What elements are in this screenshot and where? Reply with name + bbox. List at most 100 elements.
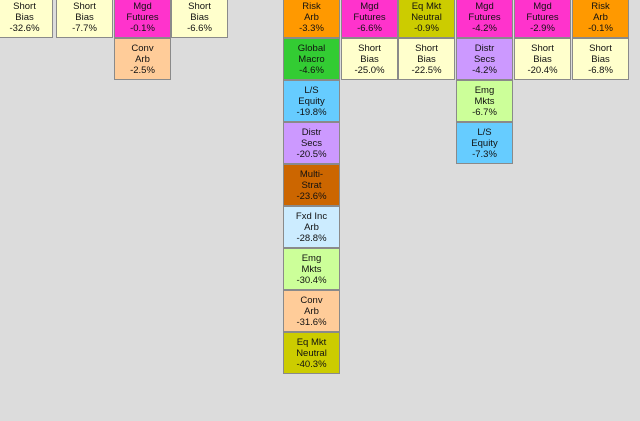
cell-value: -20.4% bbox=[527, 64, 558, 76]
cell-value: -7.7% bbox=[72, 22, 97, 34]
cell-label-line: Short bbox=[188, 0, 211, 12]
cell-label-line: Short bbox=[589, 42, 612, 54]
grid-cell: Risk Arb -3.3% bbox=[283, 0, 340, 38]
grid-cell: Mgd Futures -6.6% bbox=[341, 0, 398, 38]
cell-value: -6.6% bbox=[187, 22, 212, 34]
cell-label-line: Arb bbox=[304, 11, 319, 23]
grid-cell: Mgd Futures -2.9% bbox=[514, 0, 571, 38]
grid-cell: Conv Arb -2.5% bbox=[114, 38, 171, 80]
cell-label-line: Mgd bbox=[133, 0, 152, 12]
grid-cell: Eq Mkt Neutral -40.3% bbox=[283, 332, 340, 374]
cell-label-line: Futures bbox=[126, 11, 159, 23]
grid-cell: Distr Secs -20.5% bbox=[283, 122, 340, 164]
cell-value: -2.5% bbox=[130, 64, 155, 76]
cell-value: -20.5% bbox=[296, 148, 327, 160]
cell-label-line: Multi- bbox=[299, 168, 324, 180]
cell-value: -23.6% bbox=[296, 190, 327, 202]
cell-label-line: Short bbox=[13, 0, 36, 12]
cell-value: -25.0% bbox=[354, 64, 385, 76]
cell-label-line: L/S bbox=[304, 84, 319, 96]
cell-label-line: Arb bbox=[304, 221, 319, 233]
grid-cell: Fxd Inc Arb -28.8% bbox=[283, 206, 340, 248]
grid-cell: Risk Arb -0.1% bbox=[572, 0, 629, 38]
cell-label-line: Conv bbox=[131, 42, 154, 54]
cell-label-line: Strat bbox=[301, 179, 322, 191]
cell-label-line: Fxd Inc bbox=[295, 210, 328, 222]
grid-cell: Mgd Futures -0.1% bbox=[114, 0, 171, 38]
cell-label-line: Bias bbox=[190, 11, 209, 23]
grid-cell: Distr Secs -4.2% bbox=[456, 38, 513, 80]
cell-label-line: Eq Mkt bbox=[296, 336, 327, 348]
cell-value: -0.9% bbox=[414, 22, 439, 34]
grid-cell: Emg Mkts -30.4% bbox=[283, 248, 340, 290]
cell-label-line: Short bbox=[531, 42, 554, 54]
cell-value: -4.6% bbox=[299, 64, 324, 76]
cell-value: -30.4% bbox=[296, 274, 327, 286]
cell-label-line: Macro bbox=[298, 53, 325, 65]
grid-cell: Emg Mkts -6.7% bbox=[456, 80, 513, 122]
grid-cell: L/S Equity -19.8% bbox=[283, 80, 340, 122]
cell-label-line: Bias bbox=[591, 53, 610, 65]
cell-label-line: Futures bbox=[468, 11, 501, 23]
cell-label-line: Mkts bbox=[301, 263, 322, 275]
grid-cell: Global Macro -4.6% bbox=[283, 38, 340, 80]
cell-label-line: Futures bbox=[353, 11, 386, 23]
cell-label-line: Bias bbox=[533, 53, 552, 65]
cell-label-line: Risk bbox=[591, 0, 610, 12]
grid-cell: Multi- Strat -23.6% bbox=[283, 164, 340, 206]
cell-value: -40.3% bbox=[296, 358, 327, 370]
cell-label-line: Bias bbox=[417, 53, 436, 65]
cell-label-line: Emg bbox=[474, 84, 495, 96]
cell-value: -4.2% bbox=[472, 64, 497, 76]
grid-cell: Short Bias -20.4% bbox=[514, 38, 571, 80]
cell-label-line: Bias bbox=[360, 53, 379, 65]
grid-cell: Short Bias -6.8% bbox=[572, 38, 629, 80]
cell-value: -32.6% bbox=[9, 22, 40, 34]
cell-value: -6.6% bbox=[357, 22, 382, 34]
cell-value: -0.1% bbox=[588, 22, 613, 34]
cell-label-line: Eq Mkt bbox=[411, 0, 442, 12]
cell-label-line: L/S bbox=[477, 126, 492, 138]
cell-label-line: Bias bbox=[75, 11, 94, 23]
grid-cell: Short Bias -25.0% bbox=[341, 38, 398, 80]
cell-label-line: Emg bbox=[301, 252, 322, 264]
cell-label-line: Distr bbox=[301, 126, 322, 138]
cell-label-line: Mgd bbox=[360, 0, 379, 12]
cell-label-line: Risk bbox=[302, 0, 321, 12]
cell-label-line: Futures bbox=[526, 11, 559, 23]
cell-label-line: Mgd bbox=[533, 0, 552, 12]
grid-cell: Conv Arb -31.6% bbox=[283, 290, 340, 332]
cell-label-line: Short bbox=[358, 42, 381, 54]
cell-value: -7.3% bbox=[472, 148, 497, 160]
cell-value: -31.6% bbox=[296, 316, 327, 328]
cell-label-line: Global bbox=[297, 42, 326, 54]
cell-value: -6.7% bbox=[472, 106, 497, 118]
cell-value: -4.2% bbox=[472, 22, 497, 34]
cell-label-line: Secs bbox=[300, 137, 323, 149]
cell-label-line: Equity bbox=[471, 137, 498, 149]
cell-label-line: Short bbox=[73, 0, 96, 12]
cell-label-line: Short bbox=[415, 42, 438, 54]
cell-label-line: Neutral bbox=[296, 347, 327, 359]
cell-value: -28.8% bbox=[296, 232, 327, 244]
grid-cell: Mgd Futures -4.2% bbox=[456, 0, 513, 38]
grid-cell: Short Bias -6.6% bbox=[171, 0, 228, 38]
cell-label-line: Mgd bbox=[475, 0, 494, 12]
grid-cell: Short Bias -32.6% bbox=[0, 0, 53, 38]
grid-cell: Short Bias -7.7% bbox=[56, 0, 113, 38]
cell-label-line: Conv bbox=[300, 294, 323, 306]
cell-label-line: Arb bbox=[593, 11, 608, 23]
grid-cell: L/S Equity -7.3% bbox=[456, 122, 513, 164]
cell-label-line: Distr bbox=[474, 42, 495, 54]
cell-label-line: Secs bbox=[473, 53, 496, 65]
grid-cell: Eq Mkt Neutral -0.9% bbox=[398, 0, 455, 38]
cell-label-line: Bias bbox=[15, 11, 34, 23]
grid-cell: Short Bias -22.5% bbox=[398, 38, 455, 80]
cell-label-line: Arb bbox=[304, 305, 319, 317]
cell-label-line: Equity bbox=[298, 95, 325, 107]
cell-label-line: Neutral bbox=[411, 11, 442, 23]
cell-label-line: Arb bbox=[135, 53, 150, 65]
cell-label-line: Mkts bbox=[474, 95, 495, 107]
cell-value: -2.9% bbox=[530, 22, 555, 34]
